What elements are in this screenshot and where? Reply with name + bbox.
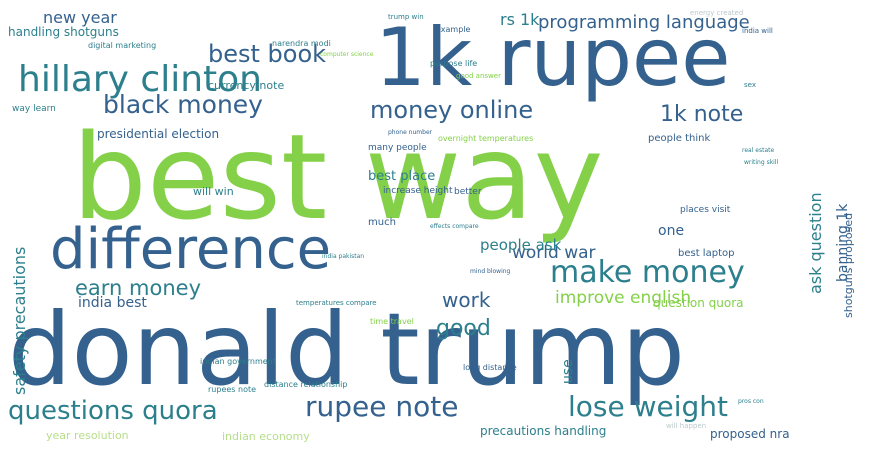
cloud-word: difference (50, 217, 332, 282)
cloud-word: best book (208, 40, 327, 68)
cloud-word: best place (368, 169, 436, 184)
cloud-word: earn money (75, 276, 201, 300)
cloud-word: question quora (653, 296, 744, 310)
cloud-word: temperatures compare (296, 299, 377, 307)
cloud-word: overnight temperatures (438, 134, 534, 143)
cloud-word: money online (370, 96, 534, 124)
cloud-word: purpose life (430, 59, 478, 68)
cloud-word: example (436, 25, 471, 34)
cloud-word: indian government (200, 357, 276, 366)
cloud-word: questions quora (8, 396, 218, 426)
cloud-word: currency note (208, 79, 285, 92)
cloud-word: rs 1k (500, 10, 540, 29)
cloud-word: many people (368, 143, 427, 153)
cloud-word: better (454, 187, 482, 197)
cloud-word: improve english (555, 288, 692, 308)
cloud-word: increase height (383, 186, 453, 196)
cloud-word: people think (648, 133, 711, 144)
cloud-word: trump win (388, 13, 424, 21)
cloud-word: mind blowing (470, 268, 511, 275)
cloud-word: energy created (690, 9, 744, 17)
cloud-word: presidential election (97, 127, 220, 141)
cloud-word: best laptop (678, 248, 735, 259)
cloud-word: sex (744, 81, 756, 89)
cloud-word: work (442, 288, 491, 312)
cloud-word: will win (193, 185, 234, 198)
cloud-word: donald trump (8, 291, 685, 408)
cloud-word: good answer (456, 72, 501, 80)
cloud-word: black money (103, 90, 263, 119)
cloud-word: shotguns proposed (842, 212, 855, 318)
cloud-word: world war (512, 243, 596, 263)
cloud-word: people ask (480, 236, 562, 254)
cloud-word: new year (43, 8, 117, 27)
cloud-word: phone number (388, 129, 433, 136)
cloud-word: time travel (370, 317, 414, 326)
cloud-word: will happen (666, 422, 707, 430)
cloud-word: precautions handling (480, 424, 607, 438)
cloud-word: best way (72, 108, 604, 246)
cloud-word: proposed nra (710, 427, 790, 441)
cloud-word: long distance (463, 363, 517, 372)
cloud-word: hillary clinton (18, 59, 263, 100)
cloud-word: indian economy (222, 430, 310, 443)
cloud-word: safety precautions (10, 246, 29, 395)
cloud-word: india best (78, 295, 147, 311)
cloud-word: 1k rupee (375, 11, 731, 104)
cloud-word: india pakistan (322, 253, 365, 260)
cloud-word: rupee note (305, 390, 459, 423)
cloud-word: lose weight (568, 390, 729, 423)
cloud-word: computer science (320, 51, 374, 58)
cloud-word: good (436, 316, 491, 341)
cloud-word: handling shotguns (8, 25, 119, 39)
cloud-word: writing skill (744, 159, 779, 166)
cloud-word: year resolution (46, 429, 129, 442)
cloud-word: pros con (738, 398, 764, 405)
cloud-word: one (658, 223, 685, 239)
cloud-word: much (368, 217, 396, 228)
cloud-word: 1k note (660, 102, 744, 127)
cloud-word: places visit (680, 205, 731, 215)
cloud-word: real estate (742, 147, 775, 154)
cloud-word: india will (742, 27, 773, 35)
cloud-word: digital marketing (88, 41, 157, 50)
cloud-word: ask question (806, 192, 825, 294)
cloud-word: narendra modi (272, 39, 331, 48)
cloud-word: distance relationship (264, 380, 348, 389)
cloud-word: make money (550, 255, 745, 290)
cloud-word: programming language (538, 12, 750, 33)
cloud-word: effects compare (430, 223, 479, 230)
cloud-word: rupees note (208, 385, 257, 394)
cloud-word: use (560, 359, 576, 384)
cloud-word: way learn (12, 104, 56, 114)
